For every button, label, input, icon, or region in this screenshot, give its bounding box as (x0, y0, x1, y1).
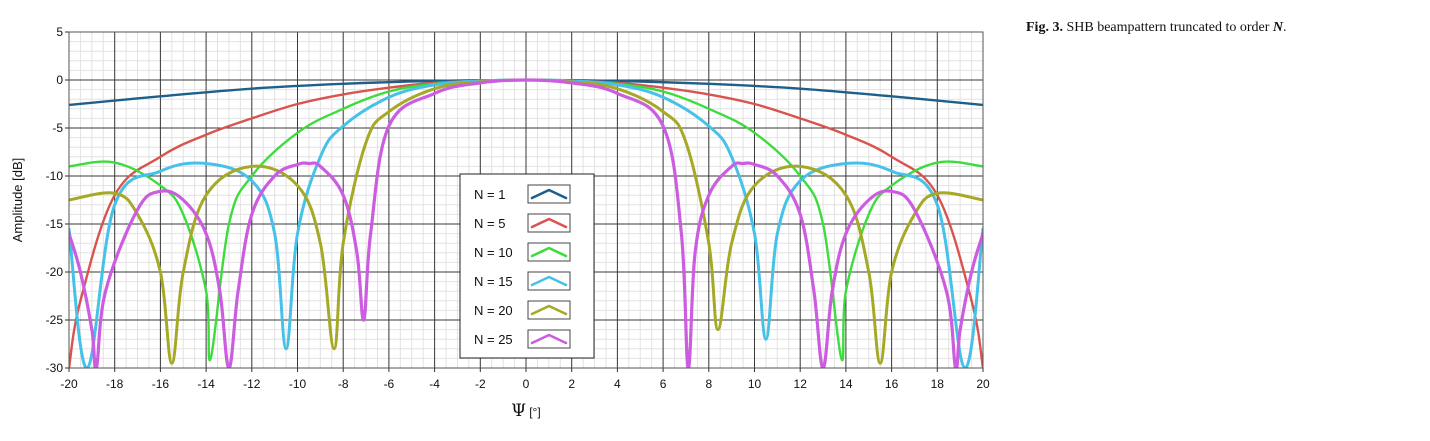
x-axis: -20 -18 -16 -14 -12 -10 -8 -6 -4 -2 0 2 4 6 8 10 12 14 16 1… (60, 368, 990, 391)
x-tick-label: 2 (568, 377, 575, 391)
y-tick-label: -30 (46, 361, 64, 375)
x-tick-label: -4 (429, 377, 440, 391)
figure-label: Fig. 3. (1026, 20, 1063, 35)
x-tick-label: -12 (243, 377, 261, 391)
figure-caption: Fig. 3. SHB beampattern truncated to ord… (1026, 20, 1426, 36)
y-tick-label: -20 (46, 265, 64, 279)
legend-swatch-box (527, 184, 571, 204)
x-tick-label: -8 (338, 377, 349, 391)
x-tick-label: 14 (839, 377, 853, 391)
series-layer (69, 78, 983, 368)
y-axis: 5 0 -5 -10 -15 -20 -25 -30 (46, 25, 69, 375)
legend-label: N = 25 (474, 332, 513, 347)
legend-swatch-box (527, 329, 571, 349)
order-symbol: N (1272, 20, 1284, 35)
legend: N = 1 N = 5 N = 10 N = 15 N = 20 N = 25 (459, 173, 595, 359)
beampattern-chart: -20 -18 -16 -14 -12 -10 -8 -6 -4 -2 0 2 4 6 8 10 12 14 16 1… (10, 25, 990, 421)
x-tick-label: -2 (475, 377, 486, 391)
legend-box (459, 173, 595, 359)
x-tick-label: 4 (614, 377, 621, 391)
x-tick-label: 16 (885, 377, 899, 391)
x-tick-label: -16 (152, 377, 170, 391)
x-tick-label: 0 (523, 377, 530, 391)
legend-label: N = 15 (474, 274, 513, 289)
caption-end: . (1283, 20, 1287, 35)
y-tick-label: 5 (56, 25, 63, 39)
x-tick-label: 18 (931, 377, 945, 391)
y-axis-title: Amplitude [dB] (10, 158, 25, 243)
legend-swatch-n10 (530, 246, 568, 258)
y-tick-label: 0 (56, 73, 63, 87)
legend-swatch-n20 (530, 304, 568, 316)
x-tick-label: -10 (289, 377, 307, 391)
legend-swatch-box (527, 213, 571, 233)
legend-swatch-n1 (530, 188, 568, 200)
x-tick-label: -18 (106, 377, 124, 391)
y-tick-label: -15 (46, 217, 64, 231)
x-tick-label: -20 (60, 377, 78, 391)
legend-label: N = 5 (474, 216, 505, 231)
x-tick-label: -14 (197, 377, 215, 391)
x-tick-label: -6 (384, 377, 395, 391)
series-line-n25 (69, 78, 983, 368)
x-axis-unit: [°] (529, 405, 540, 419)
x-axis-title: Ψ [°] (511, 401, 540, 421)
legend-label: N = 10 (474, 245, 513, 260)
x-tick-label: 10 (748, 377, 762, 391)
x-tick-label: 8 (705, 377, 712, 391)
legend-label: N = 1 (474, 187, 505, 202)
x-tick-label: 12 (794, 377, 808, 391)
x-tick-label: 20 (976, 377, 990, 391)
legend-swatch-n5 (530, 217, 568, 229)
legend-swatch-box (527, 242, 571, 262)
legend-swatch-n15 (530, 275, 568, 287)
caption-text: SHB beampattern truncated to order (1066, 20, 1270, 35)
y-tick-label: -5 (52, 121, 63, 135)
y-tick-label: -10 (46, 169, 64, 183)
legend-swatch-box (527, 271, 571, 291)
legend-swatch-box (527, 300, 571, 320)
x-tick-label: 6 (660, 377, 667, 391)
legend-label: N = 20 (474, 303, 513, 318)
x-axis-symbol: Ψ (511, 401, 526, 421)
y-tick-label: -25 (46, 313, 64, 327)
legend-swatch-n25 (530, 333, 568, 345)
